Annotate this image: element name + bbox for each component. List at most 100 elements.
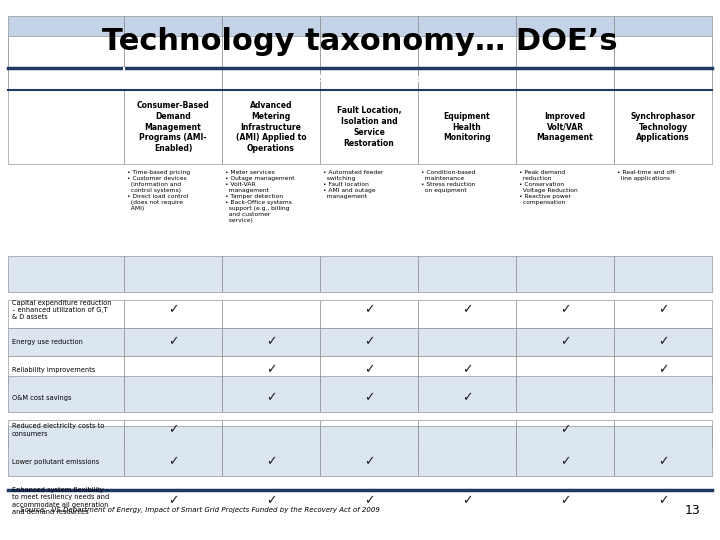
Text: • Time-based pricing
• Customer devices
  (information and
  control systems)
• : • Time-based pricing • Customer devices … — [127, 170, 190, 211]
Text: Technology taxonomy… DOE’s: Technology taxonomy… DOE’s — [102, 28, 618, 57]
Text: Reliability improvements: Reliability improvements — [12, 367, 95, 373]
Bar — [8, 16, 124, 90]
Text: Reduced electricity costs to
consumers: Reduced electricity costs to consumers — [12, 423, 104, 437]
Text: • Automated feeder
  switching
• Fault location
• AMI and outage
  management: • Automated feeder switching • Fault loc… — [323, 170, 384, 199]
Bar — [8, 356, 124, 384]
Text: ✓: ✓ — [364, 392, 374, 404]
Bar — [516, 16, 614, 90]
Text: ✓: ✓ — [559, 303, 570, 316]
Text: ✓: ✓ — [364, 456, 374, 469]
Bar — [516, 256, 614, 292]
Bar — [614, 36, 712, 164]
Text: • Meter services
• Outage management
• Volt-VAR
  management
• Tamper detection
: • Meter services • Outage management • V… — [225, 170, 294, 223]
Text: ✓: ✓ — [559, 423, 570, 436]
Text: ✓: ✓ — [658, 495, 668, 508]
Bar — [418, 376, 516, 412]
Bar — [222, 356, 320, 384]
Bar — [614, 426, 712, 476]
Bar — [320, 16, 418, 90]
Bar — [516, 426, 614, 476]
Text: • Condition-based
  maintenance
• Stress reduction
  on equipment: • Condition-based maintenance • Stress r… — [421, 170, 475, 193]
Text: 13: 13 — [684, 503, 700, 516]
Bar — [516, 300, 614, 328]
Bar — [222, 328, 320, 356]
Bar — [320, 328, 418, 356]
Text: ✓: ✓ — [658, 456, 668, 469]
Text: ✓: ✓ — [266, 456, 276, 469]
Bar — [614, 420, 712, 448]
Text: ✓: ✓ — [364, 335, 374, 348]
Text: ✓: ✓ — [462, 303, 472, 316]
Bar — [320, 420, 418, 448]
Bar — [222, 36, 320, 164]
Bar — [222, 426, 320, 476]
Text: Synchrophasor
Technology
Applications: Synchrophasor Technology Applications — [631, 112, 696, 142]
Text: Smart Grid Technology Applications: Smart Grid Technology Applications — [320, 74, 516, 84]
Bar — [124, 426, 222, 476]
Text: • Real-time and off-
  line applications: • Real-time and off- line applications — [617, 170, 676, 181]
Text: ✓: ✓ — [168, 495, 179, 508]
Text: ✓: ✓ — [168, 456, 179, 469]
Bar — [418, 328, 516, 356]
Bar — [614, 356, 712, 384]
Text: ✓: ✓ — [168, 423, 179, 436]
Text: ✓: ✓ — [168, 335, 179, 348]
Bar — [124, 356, 222, 384]
Text: ✓: ✓ — [364, 303, 374, 316]
Text: ✓: ✓ — [266, 363, 276, 376]
Text: • Peak demand
  reduction
• Conservation
  Voltage Reduction
• Reactive power
  : • Peak demand reduction • Conservation V… — [519, 170, 577, 205]
Bar — [516, 328, 614, 356]
Text: ✓: ✓ — [364, 495, 374, 508]
Bar — [124, 46, 712, 68]
Text: ✓: ✓ — [168, 303, 179, 316]
Text: ✓: ✓ — [364, 363, 374, 376]
Bar — [320, 376, 418, 412]
Bar — [614, 376, 712, 412]
Bar — [320, 356, 418, 384]
Bar — [8, 426, 124, 476]
Bar — [222, 376, 320, 412]
Bar — [124, 300, 222, 328]
Text: Equipment
Health
Monitoring: Equipment Health Monitoring — [444, 112, 491, 142]
Text: Energy use reduction: Energy use reduction — [12, 339, 83, 345]
Bar — [614, 300, 712, 328]
Text: ✓: ✓ — [658, 303, 668, 316]
Text: Consumer-Based
Demand
Management
Programs (AMI-
Enabled): Consumer-Based Demand Management Program… — [137, 101, 210, 153]
Bar — [124, 16, 222, 90]
Bar — [418, 16, 516, 90]
Text: Fault Location,
Isolation and
Service
Restoration: Fault Location, Isolation and Service Re… — [337, 106, 401, 147]
Bar — [8, 376, 124, 412]
Text: ✓: ✓ — [658, 363, 668, 376]
Text: ✓: ✓ — [462, 495, 472, 508]
Bar — [320, 300, 418, 328]
Bar — [516, 356, 614, 384]
Bar — [320, 36, 418, 164]
Text: Advanced
Metering
Infrastructure
(AMI) Applied to
Operations: Advanced Metering Infrastructure (AMI) A… — [235, 101, 306, 153]
Text: Enhanced system flexibility –
to meet resiliency needs and
accommodate all gener: Enhanced system flexibility – to meet re… — [12, 487, 109, 515]
Bar — [8, 36, 124, 164]
Text: ✓: ✓ — [462, 363, 472, 376]
Bar — [614, 256, 712, 292]
Text: O&M cost savings: O&M cost savings — [12, 395, 71, 401]
Bar — [614, 16, 712, 90]
Bar — [124, 256, 222, 292]
Bar — [124, 36, 222, 164]
Bar — [124, 328, 222, 356]
Bar — [8, 420, 124, 448]
Text: Lower pollutant emissions: Lower pollutant emissions — [12, 459, 99, 465]
Text: ✓: ✓ — [266, 392, 276, 404]
Text: ✓: ✓ — [658, 335, 668, 348]
Text: Capital expenditure reduction
– enhanced utilization of G,T
& D assets: Capital expenditure reduction – enhanced… — [12, 300, 112, 320]
Bar — [124, 420, 222, 448]
Bar — [418, 36, 516, 164]
Bar — [418, 256, 516, 292]
Text: ✓: ✓ — [266, 495, 276, 508]
Bar — [8, 328, 124, 356]
Bar — [8, 300, 124, 328]
Bar — [222, 16, 320, 90]
Bar — [418, 300, 516, 328]
Bar — [320, 256, 418, 292]
Bar — [418, 420, 516, 448]
Bar — [418, 426, 516, 476]
Bar — [222, 256, 320, 292]
